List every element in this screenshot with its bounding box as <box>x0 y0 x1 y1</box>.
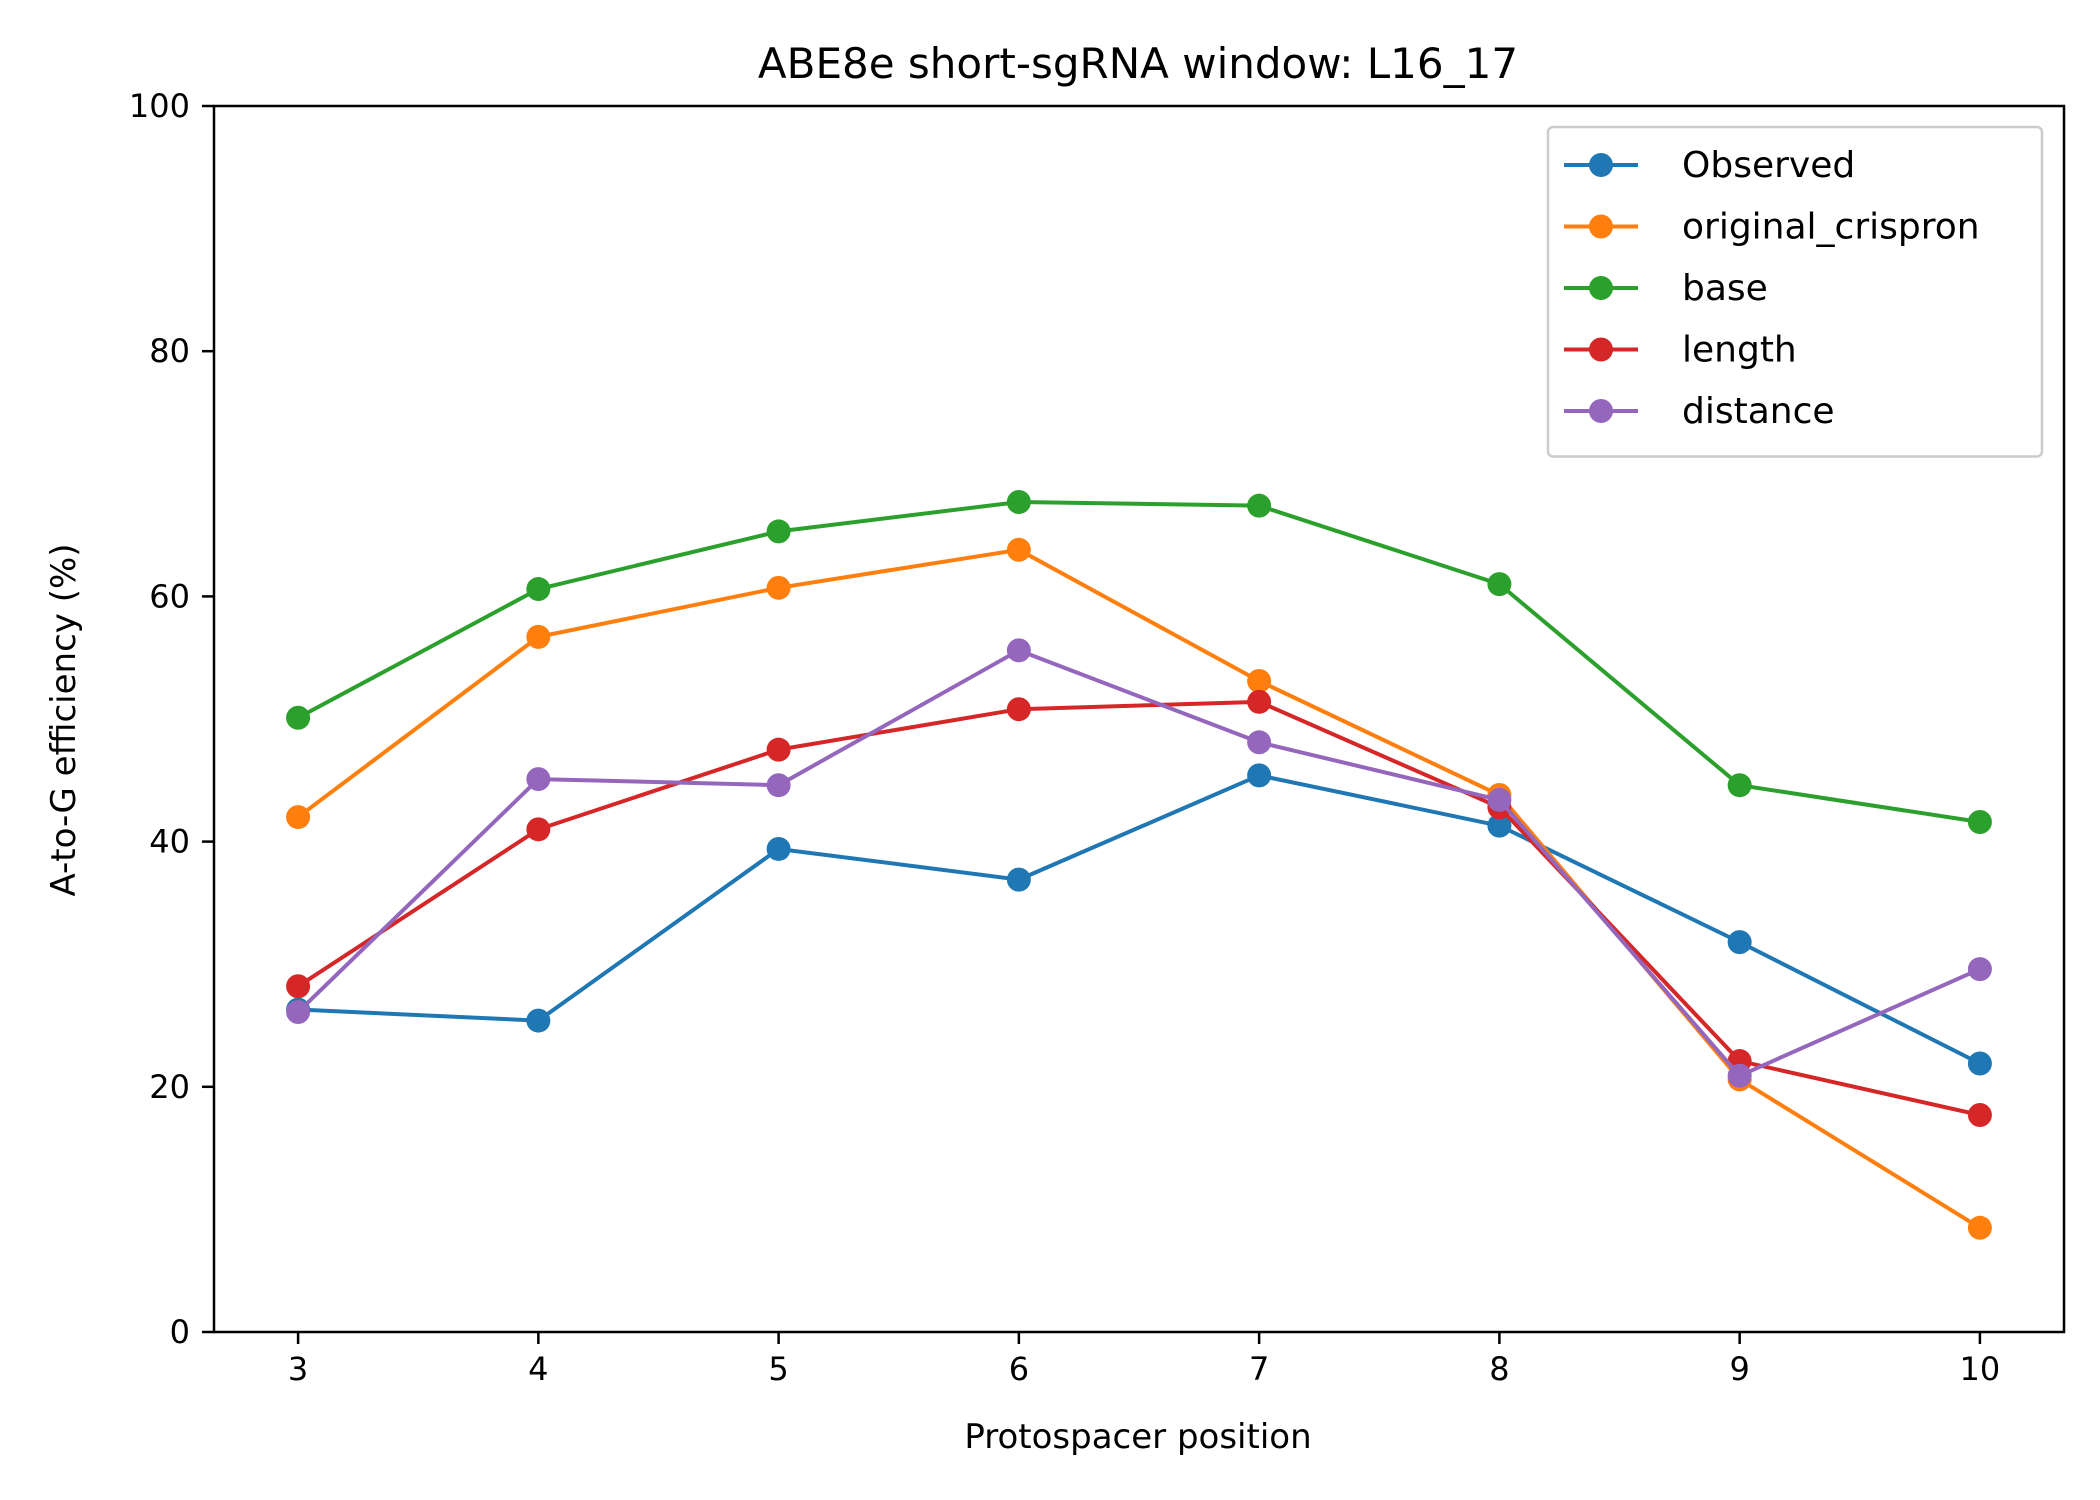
data-point-4-0 <box>286 1000 311 1025</box>
data-point-4-4 <box>1247 730 1272 755</box>
x-tick-label-3: 6 <box>1009 1350 1029 1388</box>
legend-label-0: Observed <box>1682 145 1855 186</box>
data-point-1-4 <box>1247 668 1272 693</box>
x-tick-label-5: 8 <box>1489 1350 1509 1388</box>
data-point-0-4 <box>1247 763 1272 788</box>
data-point-2-4 <box>1247 493 1272 518</box>
data-point-3-7 <box>1967 1102 1992 1127</box>
data-point-1-2 <box>766 575 791 600</box>
series-line-4 <box>296 648 1981 1078</box>
y-tick-label-2: 40 <box>149 823 190 861</box>
y-axis-label: A-to-G efficiency (%) <box>44 543 84 896</box>
data-point-0-3 <box>1006 867 1031 892</box>
plot-frame <box>212 104 2066 1334</box>
data-point-1-3 <box>1006 537 1031 562</box>
legend-marker-0 <box>1589 153 1613 177</box>
y-tick-label-4: 80 <box>149 332 190 370</box>
data-point-4-6 <box>1727 1063 1752 1088</box>
data-point-2-0 <box>286 705 311 730</box>
data-point-2-3 <box>1006 489 1031 514</box>
x-axis-label: Protospacer position <box>964 1417 1311 1457</box>
data-point-2-7 <box>1967 809 1992 834</box>
data-point-1-7 <box>1967 1215 1992 1240</box>
legend-label-2: base <box>1682 268 1768 309</box>
legend-label-1: original_crispron <box>1682 207 1980 248</box>
data-point-3-4 <box>1247 689 1272 714</box>
data-point-4-1 <box>526 767 551 792</box>
data-point-0-5 <box>1487 813 1512 838</box>
x-tick-label-4: 7 <box>1249 1350 1269 1388</box>
data-point-4-2 <box>766 773 791 798</box>
legend-label-4: distance <box>1682 391 1835 432</box>
data-point-0-6 <box>1727 930 1752 955</box>
x-tick-label-6: 9 <box>1729 1350 1749 1388</box>
data-point-4-5 <box>1487 787 1512 812</box>
series-line-0 <box>297 773 1981 1066</box>
legend-marker-4 <box>1589 399 1613 423</box>
y-tick-label-3: 60 <box>149 577 190 615</box>
legend-label-3: length <box>1682 330 1797 371</box>
x-tick-label-2: 5 <box>768 1350 788 1388</box>
data-point-4-3 <box>1006 638 1031 663</box>
legend-marker-1 <box>1589 214 1613 239</box>
data-point-2-6 <box>1727 773 1752 798</box>
x-tick-label-1: 4 <box>528 1350 548 1388</box>
data-point-1-1 <box>526 624 551 649</box>
data-point-0-2 <box>766 836 791 861</box>
data-point-3-3 <box>1006 697 1031 722</box>
series-line-2 <box>297 500 1981 824</box>
data-point-3-2 <box>766 737 791 762</box>
series-line-3 <box>296 699 1981 1117</box>
x-tick-label-0: 3 <box>288 1350 308 1388</box>
data-point-0-7 <box>1967 1051 1992 1076</box>
series-line-1 <box>296 547 1981 1230</box>
x-tick-label-7: 10 <box>1960 1350 2001 1388</box>
y-tick-label-5: 100 <box>129 87 190 125</box>
y-tick-label-0: 0 <box>170 1313 190 1351</box>
data-point-1-0 <box>286 805 311 830</box>
chart-title: ABE8e short-sgRNA window: L16_17 <box>758 39 1518 88</box>
data-point-2-2 <box>766 519 791 544</box>
data-point-3-1 <box>526 817 551 842</box>
legend-box <box>1546 125 2044 458</box>
legend-marker-2 <box>1589 276 1613 300</box>
data-point-3-0 <box>286 974 311 999</box>
data-point-0-1 <box>526 1008 551 1033</box>
data-point-2-1 <box>526 577 551 602</box>
data-point-4-7 <box>1967 957 1992 982</box>
legend-marker-3 <box>1589 337 1613 362</box>
y-tick-label-1: 20 <box>149 1068 190 1106</box>
data-point-2-5 <box>1487 572 1512 597</box>
